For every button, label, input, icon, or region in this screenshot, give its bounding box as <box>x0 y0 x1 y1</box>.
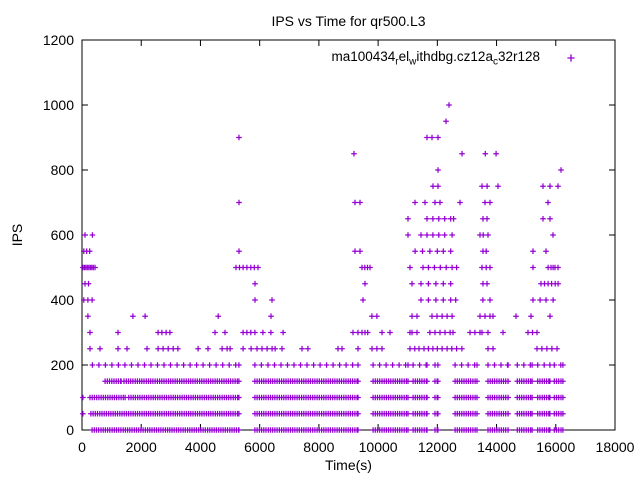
legend-label: ma100434relwithdbg.cz12ac32r128 <box>331 49 540 68</box>
x-axis-title: Time(s) <box>325 457 372 473</box>
data-points <box>80 102 566 433</box>
x-tick-label: 2000 <box>126 439 157 455</box>
x-tick-label: 4000 <box>185 439 216 455</box>
x-tick-label: 14000 <box>477 439 516 455</box>
x-tick-label: 8000 <box>303 439 334 455</box>
chart-title: IPS vs Time for qr500.L3 <box>271 13 426 29</box>
legend-label-subscript: r <box>395 56 399 68</box>
legend: ma100434relwithdbg.cz12ac32r128 <box>331 49 578 68</box>
x-tick-label: 6000 <box>244 439 275 455</box>
y-tick-label: 1200 <box>43 32 74 48</box>
y-tick-label: 0 <box>66 422 74 438</box>
y-tick-label: 200 <box>51 357 75 373</box>
legend-label-text: ma100434 <box>331 49 396 64</box>
y-tick-label: 1000 <box>43 97 74 113</box>
legend-plus-marker-icon <box>567 54 575 62</box>
plot-border <box>81 39 616 431</box>
x-tick-label: 0 <box>78 439 86 455</box>
y-tick-label: 600 <box>51 227 75 243</box>
legend-label-text: el <box>398 49 410 64</box>
legend-label-subscript: c <box>492 56 498 68</box>
y-tick-label: 800 <box>51 162 75 178</box>
x-tick-label: 12000 <box>418 439 457 455</box>
y-axis-title: IPS <box>9 223 25 247</box>
y-tick-label: 400 <box>51 292 75 308</box>
legend-label-text: 32r128 <box>497 49 540 64</box>
legend-label-subscript: w <box>409 56 417 68</box>
x-tick-label: 10000 <box>359 439 398 455</box>
legend-label-text: ithdbg.cz12a <box>416 49 493 64</box>
x-tick-label: 18000 <box>596 439 635 455</box>
x-tick-label: 16000 <box>536 439 575 455</box>
